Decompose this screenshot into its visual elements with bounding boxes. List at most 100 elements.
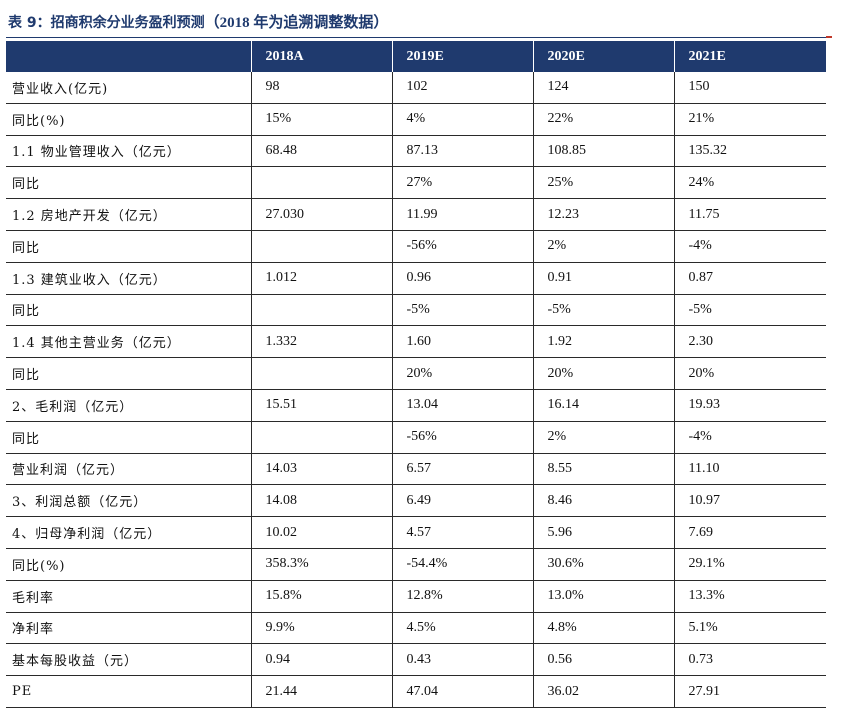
table-cell: 16.14 — [533, 389, 675, 422]
row-label: 2、毛利润（亿元） — [6, 389, 252, 422]
row-label: 同比 — [6, 294, 252, 327]
table-row: 同比 -5% -5% -5% — [6, 294, 826, 327]
table-cell: -4% — [674, 421, 826, 454]
table-cell: 14.08 — [251, 484, 393, 518]
table-row: 1.3 建筑业收入（亿元） 1.012 0.96 0.91 0.87 — [6, 262, 826, 295]
row-label: 同比 — [6, 421, 252, 454]
table-cell: 29.1% — [674, 548, 826, 581]
table-cell: 21.44 — [251, 675, 393, 708]
table-cell: -4% — [674, 230, 826, 263]
table-cell: 10.97 — [674, 484, 826, 518]
table-cell: -5% — [392, 294, 534, 327]
row-label: 4、归母净利润（亿元） — [6, 516, 252, 549]
table-cell: 6.49 — [392, 484, 534, 518]
table-cell: 20% — [674, 357, 826, 390]
table-cell: 21% — [674, 103, 826, 136]
header-cell: 2018A — [251, 41, 393, 72]
table-cell: 0.91 — [533, 262, 675, 295]
table-row: 同比 27% 25% 24% — [6, 166, 826, 200]
title-rule — [6, 37, 826, 38]
row-label: 同比 — [6, 230, 252, 263]
table-cell: -5% — [533, 294, 675, 327]
table-cell — [251, 294, 393, 327]
table-row: 基本每股收益（元） 0.94 0.43 0.56 0.73 — [6, 643, 826, 677]
table-cell: -54.4% — [392, 548, 534, 581]
table-cell: 135.32 — [674, 135, 826, 168]
header-cell — [6, 41, 252, 72]
header-cell: 2021E — [674, 41, 826, 72]
table-row: 同比 -56% 2% -4% — [6, 421, 826, 454]
table-cell: 13.04 — [392, 389, 534, 422]
table-cell: -56% — [392, 230, 534, 263]
table-cell: 4.5% — [392, 612, 534, 645]
table-cell: 4% — [392, 103, 534, 136]
table-cell: 20% — [533, 357, 675, 390]
table-cell: 19.93 — [674, 389, 826, 422]
table-cell: 11.10 — [674, 453, 826, 486]
table-cell: 6.57 — [392, 453, 534, 486]
row-label: 3、利润总额（亿元） — [6, 484, 252, 518]
table-row: 营业收入(亿元) 98 102 124 150 — [6, 72, 826, 104]
table-cell: 2% — [533, 230, 675, 263]
table-cell: 13.0% — [533, 580, 675, 613]
header-cell: 2020E — [533, 41, 675, 72]
table-cell: 1.92 — [533, 325, 675, 359]
table-row: 营业利润（亿元） 14.03 6.57 8.55 11.10 — [6, 453, 826, 486]
table-cell: 0.96 — [392, 262, 534, 295]
table-title-note: （2018 年为追溯调整数据） — [204, 15, 389, 31]
row-label: 营业利润（亿元） — [6, 453, 252, 486]
row-label: 毛利率 — [6, 580, 252, 613]
table-cell: 15% — [251, 103, 393, 136]
table-cell: 15.51 — [251, 389, 393, 422]
header-row: 2018A 2019E 2020E 2021E — [6, 41, 826, 72]
row-label: 1.3 建筑业收入（亿元） — [6, 262, 252, 295]
table-cell: 1.012 — [251, 262, 393, 295]
table-cell: 7.69 — [674, 516, 826, 549]
table-cell: 1.60 — [392, 325, 534, 359]
table-cell: 11.99 — [392, 198, 534, 231]
row-label: 营业收入(亿元) — [6, 72, 252, 104]
row-label: 1.2 房地产开发（亿元） — [6, 198, 252, 231]
table-cell: 98 — [251, 72, 393, 104]
row-label: 基本每股收益（元） — [6, 643, 252, 677]
table-title: 表 9：招商积余分业务盈利预测（2018 年为追溯调整数据） — [8, 11, 388, 32]
header-cell: 2019E — [392, 41, 534, 72]
table-row: 1.4 其他主营业务（亿元） 1.332 1.60 1.92 2.30 — [6, 325, 826, 359]
table-cell: 0.43 — [392, 643, 534, 677]
table-cell: -5% — [674, 294, 826, 327]
row-label: PE — [6, 675, 252, 708]
table-cell: 10.02 — [251, 516, 393, 549]
table-cell: 25% — [533, 166, 675, 200]
table-row: PE 21.44 47.04 36.02 27.91 — [6, 675, 826, 708]
table-row: 同比(%) 358.3% -54.4% 30.6% 29.1% — [6, 548, 826, 581]
table-row: 4、归母净利润（亿元） 10.02 4.57 5.96 7.69 — [6, 516, 826, 549]
table-cell: 108.85 — [533, 135, 675, 168]
table-cell: -56% — [392, 421, 534, 454]
table-cell: 102 — [392, 72, 534, 104]
row-label: 同比 — [6, 166, 252, 200]
table-cell: 8.55 — [533, 453, 675, 486]
table-cell: 30.6% — [533, 548, 675, 581]
table-cell: 124 — [533, 72, 675, 104]
table-cell: 27.030 — [251, 198, 393, 231]
table-cell: 5.1% — [674, 612, 826, 645]
table-cell: 47.04 — [392, 675, 534, 708]
table-row: 2、毛利润（亿元） 15.51 13.04 16.14 19.93 — [6, 389, 826, 422]
row-label: 1.1 物业管理收入（亿元） — [6, 135, 252, 168]
table-row: 同比(%) 15% 4% 22% 21% — [6, 103, 826, 136]
table-cell: 13.3% — [674, 580, 826, 613]
table-cell: 11.75 — [674, 198, 826, 231]
table-cell: 15.8% — [251, 580, 393, 613]
row-label: 净利率 — [6, 612, 252, 645]
accent-mark — [826, 36, 832, 38]
table-cell — [251, 357, 393, 390]
table-cell: 12.23 — [533, 198, 675, 231]
table-cell: 0.73 — [674, 643, 826, 677]
table-cell — [251, 230, 393, 263]
table-row: 3、利润总额（亿元） 14.08 6.49 8.46 10.97 — [6, 484, 826, 518]
row-label: 1.4 其他主营业务（亿元） — [6, 325, 252, 359]
table-cell: 22% — [533, 103, 675, 136]
table-body: 营业收入(亿元) 98 102 124 150 同比(%) 15% 4% 22% 21% 1.1 物… — [6, 72, 826, 708]
row-label: 同比 — [6, 357, 252, 390]
row-label: 同比(%) — [6, 548, 252, 581]
